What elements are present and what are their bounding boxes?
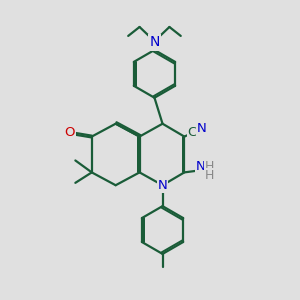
Text: N: N	[197, 122, 207, 135]
Text: O: O	[64, 127, 75, 140]
Text: C: C	[188, 126, 197, 140]
Text: N: N	[158, 179, 167, 192]
Text: N: N	[196, 160, 205, 173]
Text: H: H	[205, 160, 214, 173]
Text: N: N	[149, 35, 160, 50]
Text: H: H	[205, 169, 214, 182]
